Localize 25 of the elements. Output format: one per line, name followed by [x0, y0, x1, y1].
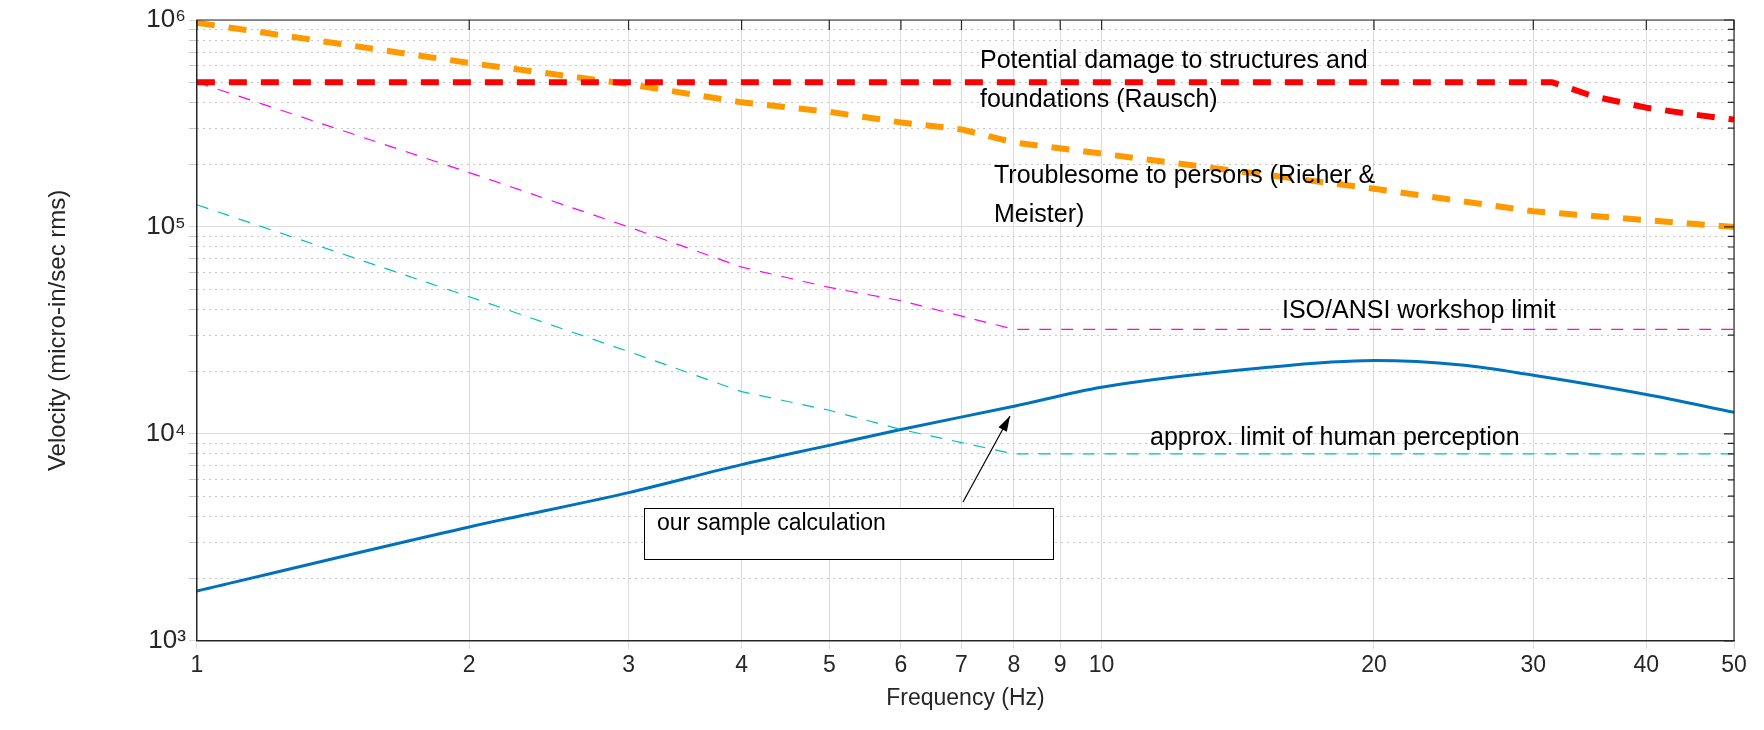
x-tick-label: 1 [190, 650, 204, 677]
x-tick-label: 4 [735, 650, 749, 677]
annotation: approx. limit of human perception [1150, 421, 1520, 450]
x-tick-label: 9 [1053, 650, 1067, 677]
annotation: Troublesome to persons (Rieher & Meister) [994, 159, 1376, 227]
x-tick-label: 5 [822, 650, 836, 677]
x-tick-label: 50 [1721, 650, 1747, 677]
x-tick-label: 3 [622, 650, 635, 677]
x-tick-label: 6 [894, 650, 908, 677]
x-tick-label: 20 [1361, 650, 1387, 677]
x-tick-label: 30 [1520, 650, 1547, 677]
text-box: our sample calculation [644, 507, 1054, 560]
x-tick-label: 2 [462, 650, 476, 677]
x-tick-label: 10 [1088, 650, 1115, 677]
y-tick-label: 10⁵ [146, 210, 186, 241]
annotation: Potential damage to structures and foundations (Rausch) [980, 44, 1368, 112]
x-tick-label: 40 [1633, 650, 1660, 677]
y-tick-label: 10⁶ [146, 3, 186, 34]
annotation: ISO/ANSI workshop limit [1282, 294, 1556, 323]
x-tick-label: 7 [955, 650, 968, 677]
x-tick-label: 8 [1007, 650, 1021, 677]
x-axis-title: Frequency (Hz) [886, 683, 1045, 710]
y-tick-label: 10³ [148, 623, 187, 654]
y-axis-title: Velocity (micro-in/sec rms) [43, 189, 71, 472]
y-tick-label: 10⁴ [145, 417, 186, 448]
